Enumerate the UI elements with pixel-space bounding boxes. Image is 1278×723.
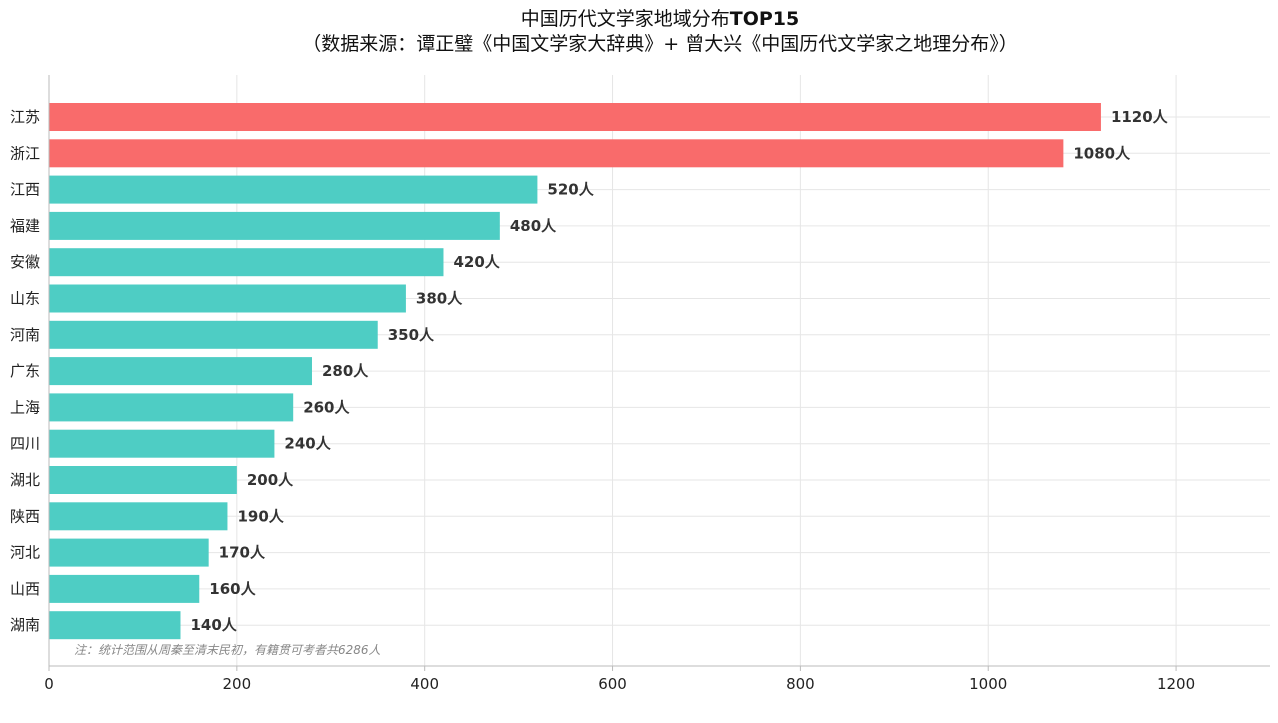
- x-tick-label: 600: [598, 675, 627, 693]
- value-label: 1120人: [1111, 108, 1169, 126]
- category-label: 河南: [10, 326, 40, 344]
- category-label: 陕西: [10, 507, 40, 525]
- chart-note: 注：统计范围从周秦至清末民初，有籍贯可考者共6286人: [74, 643, 381, 657]
- value-label: 260人: [303, 398, 350, 416]
- bar: [49, 502, 228, 531]
- category-label: 四川: [10, 435, 40, 453]
- value-label: 480人: [510, 217, 557, 235]
- bar: [49, 466, 237, 494]
- value-label: 280人: [322, 362, 369, 380]
- bar: [49, 284, 406, 313]
- x-tick-label: 1200: [1157, 675, 1195, 693]
- bar: [49, 393, 294, 422]
- chart-title: 中国历代文学家地域分布TOP15: [521, 8, 800, 30]
- value-label: 420人: [453, 253, 500, 271]
- value-label: 200人: [247, 471, 294, 489]
- value-label: 350人: [388, 326, 435, 344]
- category-label: 湖北: [10, 471, 40, 489]
- bar: [49, 357, 312, 386]
- bar: [49, 429, 275, 458]
- category-label: 福建: [10, 217, 40, 235]
- bar: [49, 538, 209, 567]
- category-label: 上海: [10, 398, 40, 416]
- category-label: 河北: [10, 544, 40, 562]
- value-label: 240人: [284, 435, 331, 453]
- x-tick-label: 1000: [969, 675, 1007, 693]
- category-label: 浙江: [10, 144, 40, 162]
- bar: [49, 139, 1064, 168]
- value-label: 160人: [209, 580, 256, 598]
- chart-subtitle: （数据来源：谭正璧《中国文学家大辞典》+ 曾大兴《中国历代文学家之地理分布》）: [302, 33, 1017, 55]
- x-tick-label: 800: [786, 675, 815, 693]
- value-label: 520人: [547, 181, 594, 199]
- bar: [49, 320, 378, 349]
- value-label: 170人: [219, 544, 266, 562]
- value-label: 380人: [416, 290, 463, 308]
- x-tick-label: 400: [410, 675, 439, 693]
- bar: [49, 611, 181, 640]
- x-tick-label: 0: [44, 675, 54, 693]
- bar: [49, 574, 200, 603]
- bar: [49, 103, 1101, 131]
- value-label: 1080人: [1073, 144, 1131, 162]
- category-label: 广东: [10, 362, 40, 380]
- bar: [49, 175, 538, 204]
- category-label: 江苏: [10, 108, 40, 126]
- value-label: 140人: [190, 616, 237, 634]
- value-label: 190人: [237, 507, 284, 525]
- category-label: 山西: [10, 580, 40, 598]
- category-label: 山东: [10, 290, 40, 308]
- bar: [49, 211, 500, 240]
- category-label: 湖南: [10, 616, 40, 634]
- x-tick-label: 200: [223, 675, 252, 693]
- category-label: 安徽: [10, 253, 40, 271]
- category-label: 江西: [10, 181, 40, 199]
- bar: [49, 248, 444, 277]
